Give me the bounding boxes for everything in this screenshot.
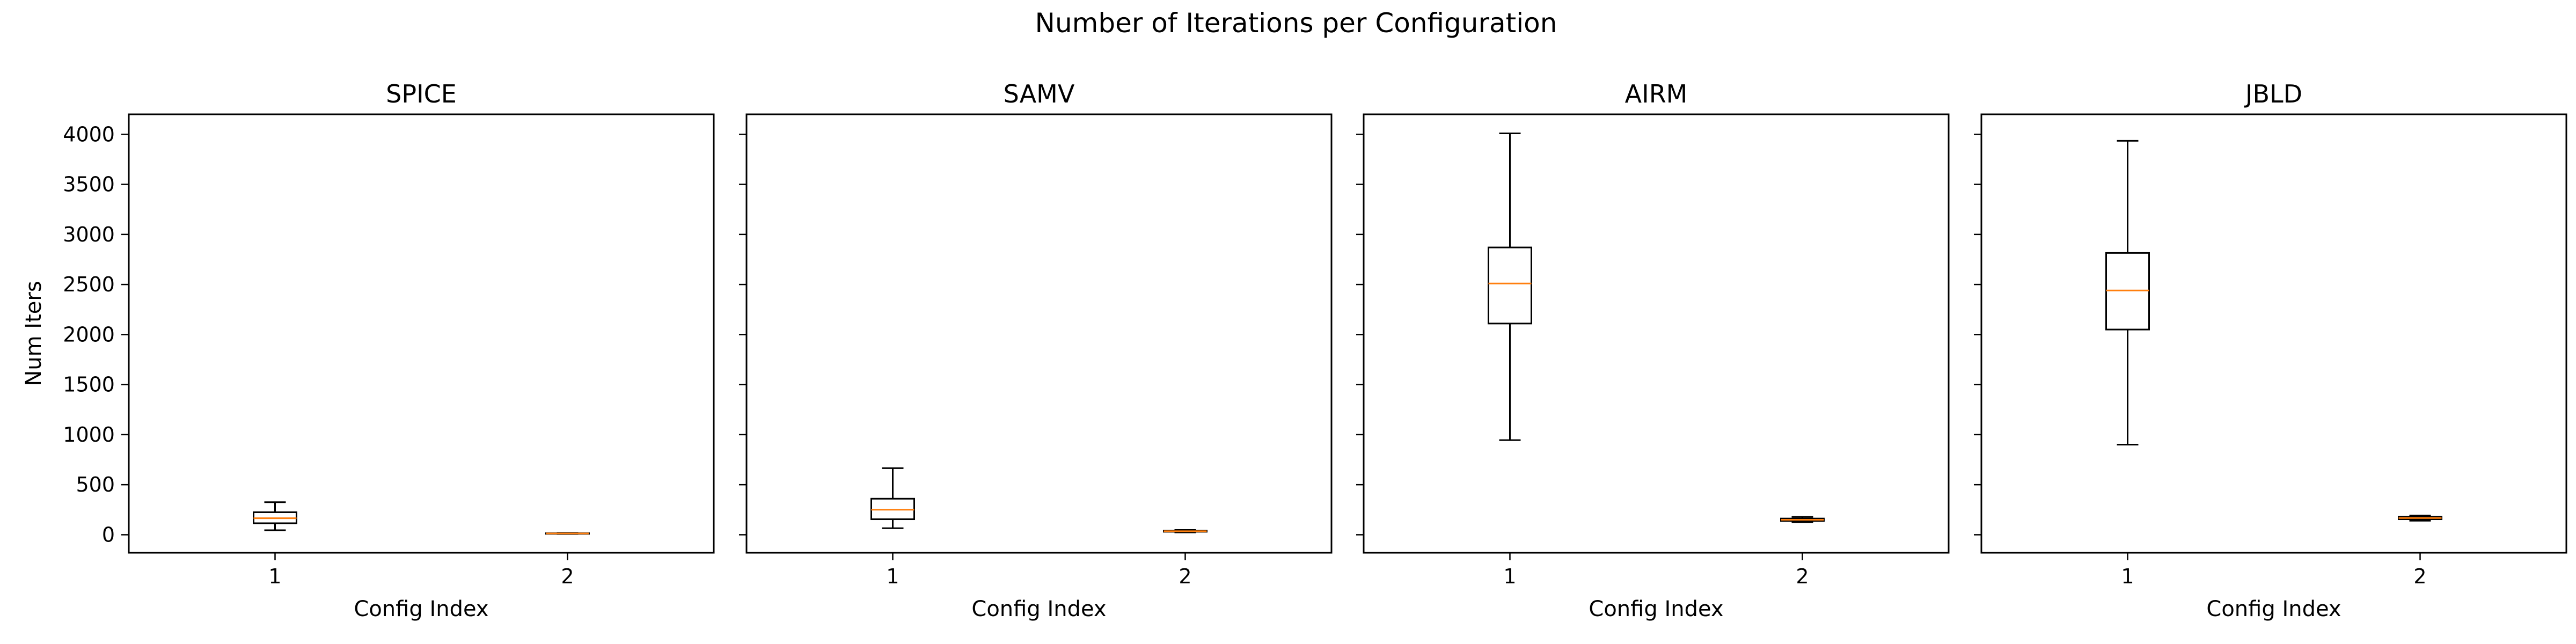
x-tick-label: 2	[1796, 565, 1809, 588]
subplot-samv: SAMV 1 2 Config Index	[739, 79, 1333, 621]
axes-frame	[1363, 113, 1950, 554]
x-tick-label: 1	[886, 565, 899, 588]
panel-title: JBLD	[2244, 79, 2302, 108]
x-axis-label: Config Index	[2206, 597, 2341, 621]
x-tick-label: 1	[2121, 565, 2134, 588]
box-config-1	[870, 467, 915, 529]
x-tick-label: 1	[268, 565, 281, 588]
subplot-airm: AIRM 1 2 Config Index	[1356, 79, 1950, 621]
figure-title: Number of Iterations per Configuration	[1035, 8, 1557, 39]
box-config-1	[253, 501, 297, 531]
subplot-jbld: JBLD 1 2 Config Index	[1974, 79, 2567, 621]
subplot-spice: SPICE 0 500 1000 1500 2000 2500 3000 3500 4000 1 2 C…	[21, 79, 715, 621]
x-tick-label: 2	[2413, 565, 2426, 588]
y-tick-label: 2000	[63, 323, 115, 346]
y-tick-label: 1000	[63, 423, 115, 447]
panel-title: SPICE	[386, 79, 457, 108]
x-axis-label: Config Index	[971, 597, 1106, 621]
x-axis-label: Config Index	[1589, 597, 1723, 621]
subplot-grid: SPICE 0 500 1000 1500 2000 2500 3000 3500 4000 1 2 C…	[21, 79, 2567, 621]
x-tick-label: 1	[1503, 565, 1516, 588]
y-tick-label: 500	[76, 473, 115, 496]
y-tick-label: 2500	[63, 273, 115, 296]
y-tick-label: 1500	[63, 373, 115, 397]
box-config-1	[1488, 132, 1532, 441]
panel-title: AIRM	[1625, 79, 1688, 108]
box-config-2	[1163, 529, 1208, 533]
x-axis-label: Config Index	[354, 597, 488, 621]
box-config-2	[545, 532, 590, 535]
iqr-box	[1488, 246, 1532, 325]
y-tick-label: 3500	[63, 173, 115, 196]
box-config-2	[1780, 516, 1825, 523]
x-tick-label: 2	[561, 565, 574, 588]
box-config-1	[2105, 140, 2150, 446]
axes-frame	[1980, 113, 2567, 554]
y-axis-label: Num Iters	[21, 281, 46, 386]
y-tick-label: 0	[102, 523, 115, 546]
y-tick-label: 4000	[63, 122, 115, 146]
axes-frame	[745, 113, 1333, 554]
panel-title: SAMV	[1004, 79, 1075, 108]
x-tick-label: 2	[1179, 565, 1191, 588]
axes-frame	[128, 113, 715, 554]
box-config-2	[2398, 515, 2442, 522]
y-tick-label: 3000	[63, 223, 115, 246]
